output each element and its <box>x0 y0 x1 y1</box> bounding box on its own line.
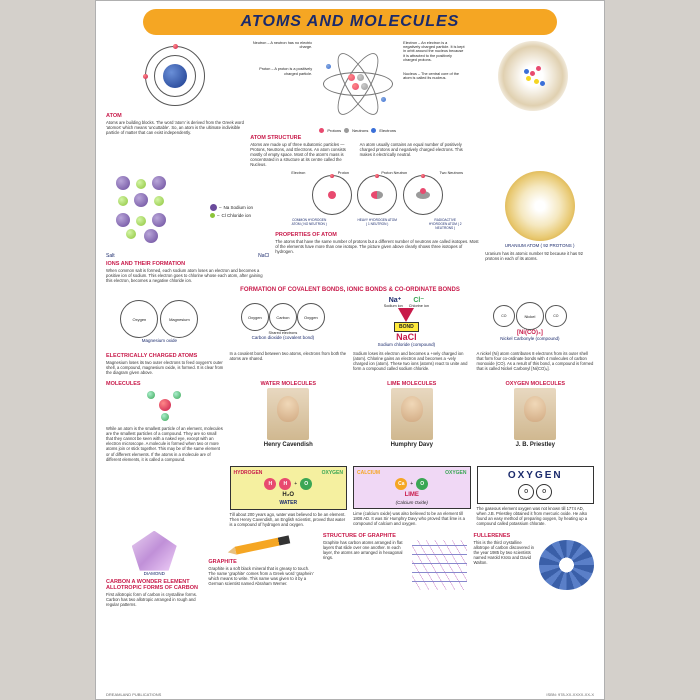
mg-oxygen-atom: Oxygen <box>120 300 158 338</box>
atom-structure-diagram <box>315 41 400 126</box>
cavendish-portrait <box>267 388 309 440</box>
structure-text: Atoms are made up of three subatomic par… <box>250 142 355 167</box>
row-bonds: Oxygen Magnesium Magnesium oxide Oxygen … <box>106 296 594 347</box>
atom-text: Atoms are building blocks. The word 'ato… <box>106 120 244 135</box>
footer: DREAMLAND PUBLICATIONS ISBN: 978-XX-XXXX… <box>106 692 594 697</box>
poster-title: ATOMS AND MOLECULES <box>173 13 528 31</box>
structure-heading: ATOM STRUCTURE <box>250 135 465 141</box>
davy-portrait <box>391 388 433 440</box>
diamond-diagram <box>132 531 177 571</box>
priestley-portrait <box>514 388 556 440</box>
nacl-lattice-diagram <box>106 171 206 251</box>
neutron-label: Neutron – A neutron has no electric char… <box>250 41 312 49</box>
atom-heading: ATOM <box>106 113 244 119</box>
arrow-down-icon <box>398 308 414 322</box>
pencil-diagram <box>235 535 290 554</box>
isotope-3 <box>403 175 443 215</box>
oxygen-element-box: OXYGEN O O <box>477 466 595 504</box>
fullerene-diagram <box>539 540 594 590</box>
row-carbon-forms: DIAMOND CARBON A WONDER ELEMENT ALLOTROP… <box>106 531 594 607</box>
nucleus-label: Nucleus – The central core of the atom i… <box>403 72 465 80</box>
graphite-structure-diagram <box>412 540 467 590</box>
structure-note: An atom usually contains an equal number… <box>360 142 465 167</box>
educational-poster: ATOMS AND MOLECULES ATOM Atoms are build… <box>95 0 605 700</box>
row-molecules-scientists: MOLECULES While an atom is the smallest … <box>106 379 594 461</box>
proton-label: Proton – A proton is a positively charge… <box>250 67 312 75</box>
isotope-1 <box>312 175 352 215</box>
atom-simple-diagram <box>140 41 210 111</box>
row-bonds-text: ELECTRICALLY CHARGED ATOMSMagnesium lose… <box>106 351 594 375</box>
row-compounds: HYDROGENOXYGEN H H + O H₂O WATER Till ab… <box>106 466 594 527</box>
bonds-header: FORMATION OF COVALENT BONDS, IONIC BONDS… <box>106 287 594 293</box>
water-compound-box: HYDROGENOXYGEN H H + O H₂O WATER <box>230 466 348 510</box>
row-atom-models: ATOM Atoms are building blocks. The word… <box>106 41 594 167</box>
atom-cloud-diagram <box>498 41 568 111</box>
lime-compound-box: CALCIUMOXYGEN Ca + O LIME (Calcium Oxide… <box>353 466 471 509</box>
title-banner: ATOMS AND MOLECULES <box>143 9 558 35</box>
molecule-diagram <box>145 389 185 424</box>
row-ions-isotopes: – Na Sodium ion – Cl Chloride ion SaltNa… <box>106 171 594 283</box>
isotope-2 <box>357 175 397 215</box>
electron-label: Electron – An electron is a negatively c… <box>403 41 465 62</box>
uranium-diagram <box>505 171 575 241</box>
mg-atom: Magnesium <box>160 300 198 338</box>
